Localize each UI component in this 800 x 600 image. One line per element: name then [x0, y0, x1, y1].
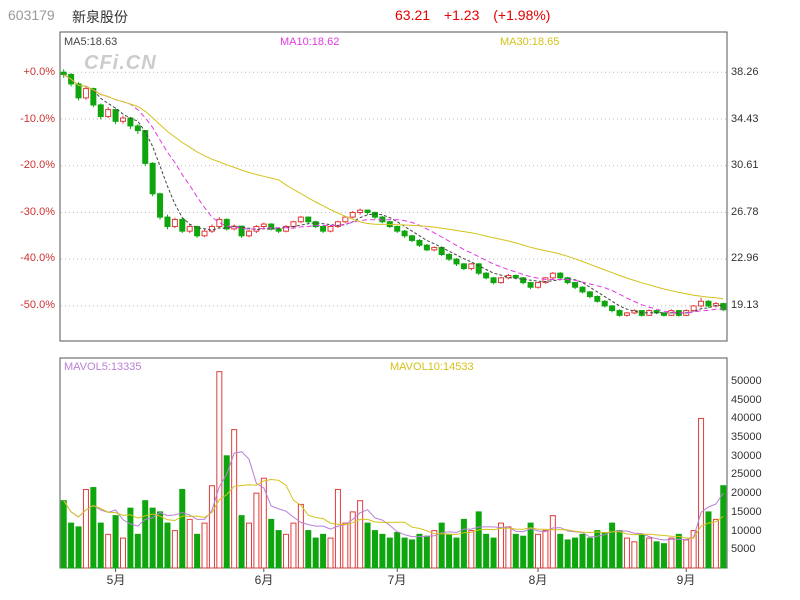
pct-axis-30: -30.0% — [20, 206, 55, 218]
vol-axis-15000: 15000 — [731, 506, 762, 518]
price-axis-0: 38.26 — [731, 66, 759, 78]
quote-price: 63.21 — [395, 7, 431, 23]
site-watermark: CFi.CN — [84, 52, 157, 74]
vol-axis-50000: 50000 — [731, 375, 762, 387]
ma30-label: MA30:18.65 — [500, 36, 560, 48]
stock-code: 603179 — [8, 7, 55, 23]
vol-axis-5000: 5000 — [731, 543, 756, 555]
price-axis-1: 34.43 — [731, 113, 759, 125]
price-axis-3: 26.78 — [731, 206, 759, 218]
pct-axis-20: -20.0% — [20, 159, 55, 171]
month-label-sep: 9月 — [676, 573, 696, 587]
price-axis-2: 30.61 — [731, 159, 759, 171]
month-label-jun: 6月 — [254, 573, 274, 587]
quote: 63.21 +1.23 (+1.98%) — [395, 7, 560, 23]
stock-name: 新泉股份 — [72, 9, 128, 25]
pct-axis-40: -40.0% — [20, 252, 55, 264]
mavol10-label: MAVOL10:14533 — [390, 361, 474, 373]
vol-axis-40000: 40000 — [731, 412, 762, 424]
price-axis-5: 19.13 — [731, 299, 759, 311]
ma10-label: MA10:18.62 — [280, 36, 340, 48]
quote-change-pct: (+1.98%) — [493, 7, 551, 23]
vol-axis-30000: 30000 — [731, 450, 762, 462]
vol-axis-45000: 45000 — [731, 394, 762, 406]
mavol5-label: MAVOL5:13335 — [64, 361, 142, 373]
month-label-aug: 8月 — [528, 573, 548, 587]
price-axis-4: 22.96 — [731, 252, 759, 264]
vol-axis-10000: 10000 — [731, 525, 762, 537]
pct-axis-0: +0.0% — [23, 66, 56, 78]
pct-axis-50: -50.0% — [20, 299, 55, 311]
ma5-label: MA5:18.63 — [64, 36, 118, 48]
vol-axis-20000: 20000 — [731, 487, 762, 499]
quote-change: +1.23 — [443, 7, 480, 23]
month-label-may: 5月 — [106, 573, 126, 587]
vol-axis-35000: 35000 — [731, 431, 762, 443]
pct-axis-10: -10.0% — [20, 113, 55, 125]
vol-axis-25000: 25000 — [731, 468, 762, 480]
month-label-jul: 7月 — [387, 573, 407, 587]
